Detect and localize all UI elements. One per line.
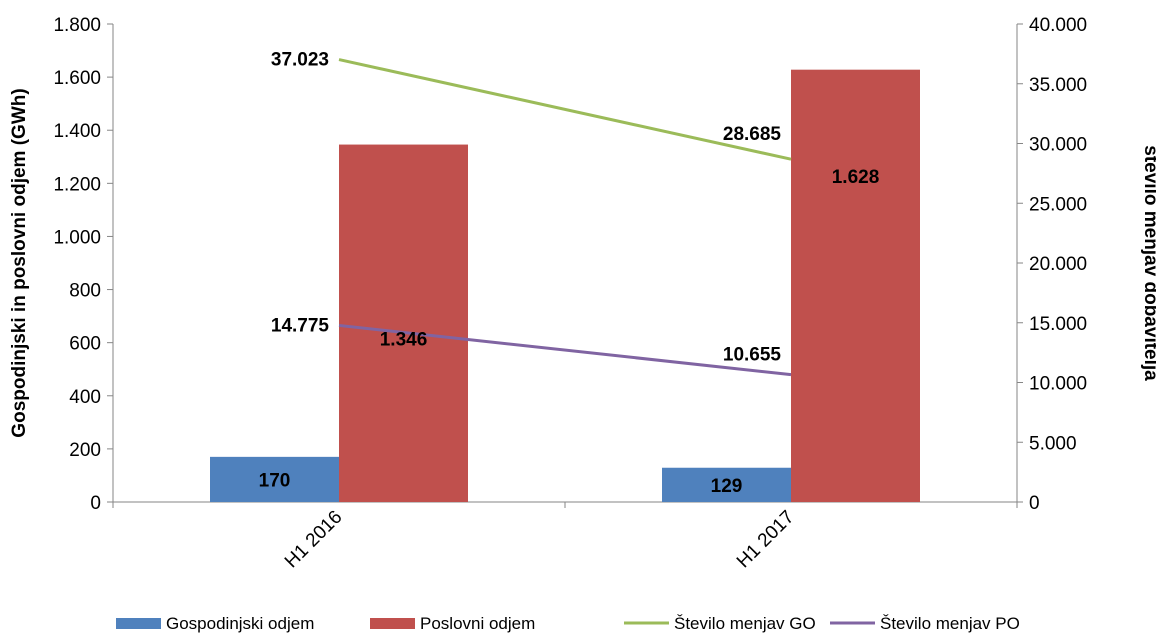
legend-swatch <box>116 618 161 629</box>
y2-tick-label: 35.000 <box>1029 75 1087 96</box>
y2-tick-label: 25.000 <box>1029 194 1087 215</box>
y2-tick-label: 20.000 <box>1029 254 1087 275</box>
y-tick-label: 800 <box>69 281 101 302</box>
legend-label: Število menjav GO <box>674 614 816 633</box>
y2-tick-label: 15.000 <box>1029 314 1087 335</box>
y2-tick-label: 5.000 <box>1029 433 1077 454</box>
bar-poslovni-odjem <box>791 69 920 503</box>
legend-label: Število menjav PO <box>880 614 1020 633</box>
y-axis-title: Gospodinjski in poslovni odjem (GWh) <box>9 88 30 437</box>
bar-data-label: 170 <box>259 470 291 491</box>
line-data-label: 10.655 <box>723 345 782 366</box>
x-tick-label: H1 2016 <box>281 507 347 573</box>
y-tick-label: 1.200 <box>53 174 101 195</box>
bar-data-label: 1.628 <box>832 167 880 188</box>
y-tick-label: 200 <box>69 440 101 461</box>
y2-tick-label: 10.000 <box>1029 374 1087 395</box>
legend-swatch <box>370 618 415 629</box>
bar-gospodinjski-odjem <box>210 456 339 502</box>
line-data-label: 14.775 <box>271 315 330 336</box>
y-tick-label: 400 <box>69 387 101 408</box>
x-tick-label: H1 2017 <box>733 507 799 573</box>
bar-data-label: 129 <box>711 476 743 497</box>
y-tick-label: 1.800 <box>53 15 101 36</box>
line-število-menjav-po <box>338 323 792 377</box>
y-tick-label: 1.000 <box>53 227 101 248</box>
bar-gospodinjski-odjem <box>662 467 791 502</box>
legend-label: Gospodinjski odjem <box>166 614 314 633</box>
bar-poslovni-odjem <box>339 144 468 502</box>
y2-tick-label: 30.000 <box>1029 135 1087 156</box>
line-data-label: 37.023 <box>271 50 329 71</box>
bar-data-label: 1.346 <box>380 329 428 350</box>
y-tick-label: 1.400 <box>53 121 101 142</box>
y2-tick-label: 0 <box>1029 493 1040 514</box>
line-število-menjav-go <box>338 58 792 161</box>
line-data-label: 28.685 <box>723 124 782 145</box>
y2-axis-title: število menjav dobavitelja <box>1140 145 1156 381</box>
y2-tick-label: 40.000 <box>1029 15 1087 36</box>
legend-label: Poslovni odjem <box>420 614 535 633</box>
y-tick-label: 600 <box>69 334 101 355</box>
y-tick-label: 0 <box>90 493 101 514</box>
y-tick-label: 1.600 <box>53 68 101 89</box>
